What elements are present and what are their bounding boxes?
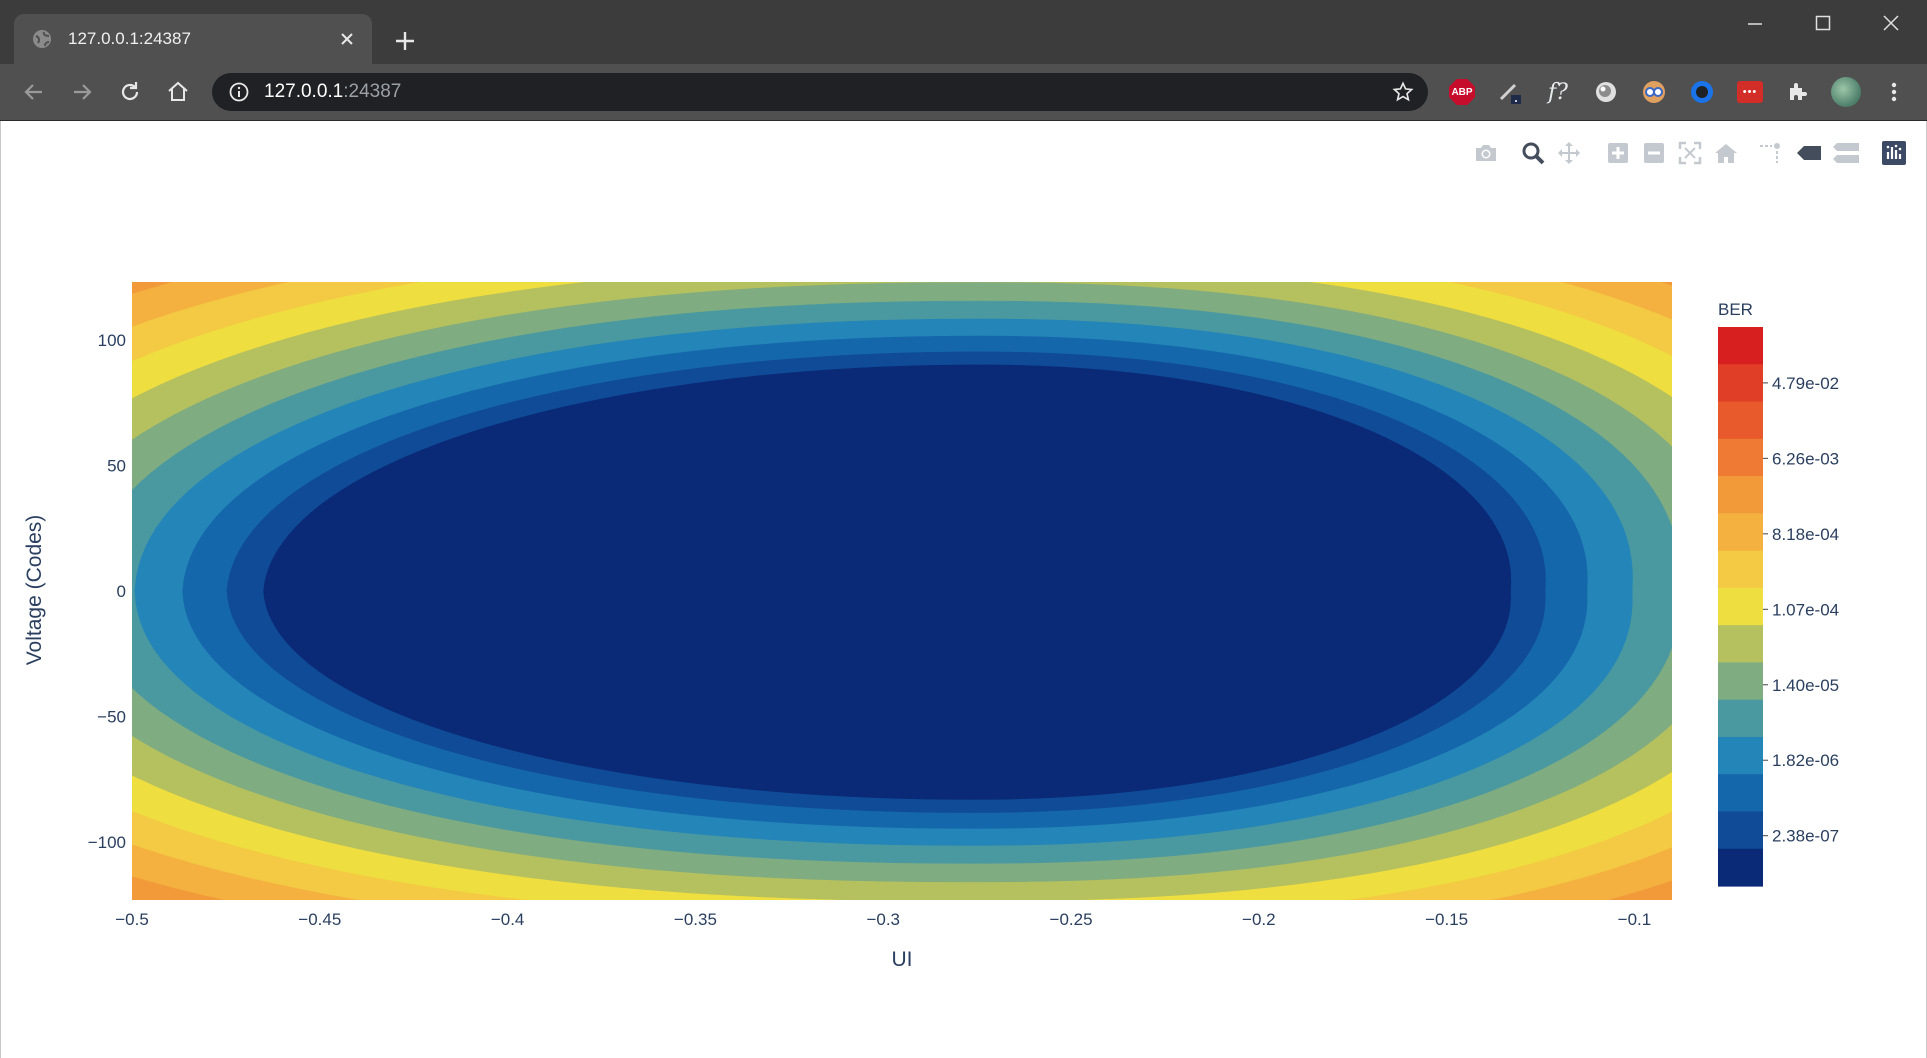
x-tick-label: −0.25 <box>1050 910 1093 929</box>
profile-avatar[interactable] <box>1830 76 1862 108</box>
x-tick-label: −0.4 <box>491 910 525 929</box>
x-tick-label: −0.2 <box>1242 910 1276 929</box>
avatar-image <box>1831 77 1861 107</box>
browser-toolbar: 127.0.0.1:24387 ABP f? ••• <box>0 64 1927 121</box>
spike-lines-icon[interactable] <box>1756 139 1784 167</box>
disc-extension-icon[interactable] <box>1592 78 1620 106</box>
goggles-extension-icon[interactable] <box>1640 78 1668 106</box>
colorbar-tick-label: 1.82e-06 <box>1772 751 1839 770</box>
colorbar-tick-label: 4.79e-02 <box>1772 374 1839 393</box>
colorbar-tick-label: 2.38e-07 <box>1772 827 1839 846</box>
x-tick-label: −0.35 <box>674 910 717 929</box>
pan-icon[interactable] <box>1555 139 1583 167</box>
camera-icon[interactable] <box>1472 139 1500 167</box>
x-tick-label: −0.3 <box>866 910 900 929</box>
globe-icon <box>32 29 52 49</box>
bookmark-star-icon[interactable] <box>1392 81 1414 103</box>
contour-plot-area[interactable] <box>0 119 1927 1046</box>
colorbar-level <box>1718 699 1763 738</box>
adblock-label: ABP <box>1449 79 1475 105</box>
ring-extension-icon[interactable] <box>1688 78 1716 106</box>
colorbar-level <box>1718 364 1763 403</box>
zoom-in-icon[interactable] <box>1604 139 1632 167</box>
colorbar-level <box>1718 401 1763 440</box>
puzzle-extensions-icon[interactable] <box>1784 78 1812 106</box>
close-window-icon[interactable] <box>1868 8 1914 38</box>
colorbar-level <box>1718 848 1763 887</box>
maximize-icon[interactable] <box>1800 8 1846 38</box>
hover-compare-icon[interactable] <box>1832 139 1860 167</box>
home-icon[interactable] <box>162 76 194 108</box>
browser-titlebar: 127.0.0.1:24387 <box>0 0 1927 64</box>
url-host: 127.0.0.1 <box>264 81 344 102</box>
colorbar-tick-label: 1.40e-05 <box>1772 676 1839 695</box>
colorbar-level <box>1718 662 1763 701</box>
colorbar-level <box>1718 625 1763 663</box>
x-tick-label: −0.45 <box>298 910 341 929</box>
y-axis-title: Voltage (Codes) <box>23 515 46 666</box>
function-label: f? <box>1548 79 1568 105</box>
colorbar-title: BER <box>1718 300 1753 319</box>
function-extension-icon[interactable]: f? <box>1544 78 1572 106</box>
x-tick-label: −0.15 <box>1425 910 1468 929</box>
url-text: 127.0.0.1:24387 <box>264 81 401 103</box>
reload-icon[interactable] <box>114 76 146 108</box>
x-axis-title: UI <box>892 948 913 971</box>
colorbar-level <box>1718 438 1763 477</box>
lastpass-icon[interactable]: ••• <box>1736 78 1764 106</box>
colorbar-tick-label: 6.26e-03 <box>1772 449 1839 468</box>
x-axis: −0.5 −0.45 −0.4 −0.35 −0.3 −0.25 −0.2 −0.15 −0.1 <box>115 910 1651 929</box>
zoom-icon[interactable] <box>1519 139 1547 167</box>
y-axis: 100 50 0 −50 −100 <box>88 331 126 852</box>
y-tick-label: 0 <box>117 582 126 601</box>
colorbar: 4.79e-02 6.26e-03 8.18e-04 1.07e-04 1.40e-05… <box>1718 327 1839 887</box>
colorbar-tick-label: 8.18e-04 <box>1772 525 1839 544</box>
reset-axes-icon[interactable] <box>1712 139 1740 167</box>
tab-title: 127.0.0.1:24387 <box>68 29 191 48</box>
contour-band-14 <box>263 364 1512 800</box>
hover-closest-icon[interactable] <box>1795 139 1823 167</box>
colorbar-level <box>1718 550 1763 589</box>
browser-tab[interactable]: 127.0.0.1:24387 <box>14 14 372 64</box>
colorbar-level <box>1718 476 1763 514</box>
colorbar-level <box>1718 811 1763 850</box>
autoscale-icon[interactable] <box>1676 139 1704 167</box>
y-tick-label: −50 <box>97 708 126 727</box>
y-tick-label: 100 <box>98 331 126 350</box>
colorbar-level <box>1718 587 1763 626</box>
colorbar-level <box>1718 736 1763 775</box>
minimize-icon[interactable] <box>1732 8 1778 38</box>
y-tick-label: −100 <box>88 833 126 852</box>
colorbar-level <box>1718 327 1763 365</box>
y-tick-label: 50 <box>107 456 126 475</box>
address-bar[interactable]: 127.0.0.1:24387 <box>212 73 1428 111</box>
site-info-icon[interactable] <box>228 81 250 103</box>
zoom-out-icon[interactable] <box>1640 139 1668 167</box>
adblock-plus-icon[interactable]: ABP <box>1448 78 1476 106</box>
new-tab-icon[interactable] <box>390 26 420 56</box>
lastpass-label: ••• <box>1737 81 1763 103</box>
x-tick-label: −0.5 <box>115 910 149 929</box>
back-arrow-icon[interactable] <box>18 76 50 108</box>
close-tab-icon[interactable] <box>336 28 358 50</box>
plotly-logo-icon[interactable] <box>1880 139 1908 167</box>
x-tick-label: −0.1 <box>1618 910 1652 929</box>
url-port: :24387 <box>343 81 402 102</box>
browser-menu-icon[interactable] <box>1880 78 1908 106</box>
colorbar-level <box>1718 774 1763 813</box>
colorbar-level <box>1718 513 1763 552</box>
colorbar-tick-label: 1.07e-04 <box>1772 600 1839 619</box>
pen-extension-icon[interactable] <box>1496 78 1524 106</box>
forward-arrow-icon[interactable] <box>66 76 98 108</box>
